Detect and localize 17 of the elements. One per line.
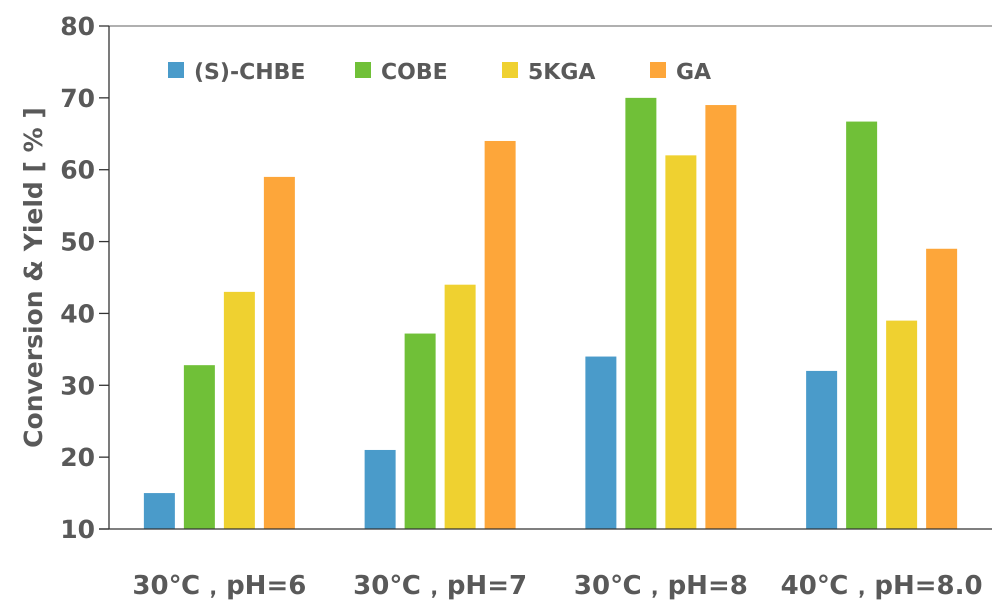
- y-tick-label: 20: [60, 443, 95, 472]
- legend-label: GA: [676, 60, 712, 85]
- y-axis-title: Conversion & Yield [ % ]: [19, 107, 48, 448]
- y-tick-label: 60: [60, 156, 95, 185]
- x-tick-label: 30℃，pH=8: [574, 571, 748, 601]
- y-tick-label: 70: [60, 84, 95, 113]
- legend-label: COBE: [381, 60, 448, 85]
- y-tick-label: 40: [60, 299, 95, 328]
- y-tick-label: 80: [60, 12, 95, 41]
- y-tick-label: 50: [60, 228, 95, 257]
- x-tick-label: 30℃，pH=6: [132, 571, 306, 601]
- legend-label: (S)-CHBE: [194, 60, 306, 85]
- legend-label: 5KGA: [528, 60, 596, 85]
- y-tick-label: 30: [60, 371, 95, 400]
- x-tick-label: 30℃，pH=7: [353, 571, 528, 601]
- y-tick-label: 10: [60, 515, 95, 544]
- x-tick-label: 40℃，pH=8.0: [780, 571, 983, 601]
